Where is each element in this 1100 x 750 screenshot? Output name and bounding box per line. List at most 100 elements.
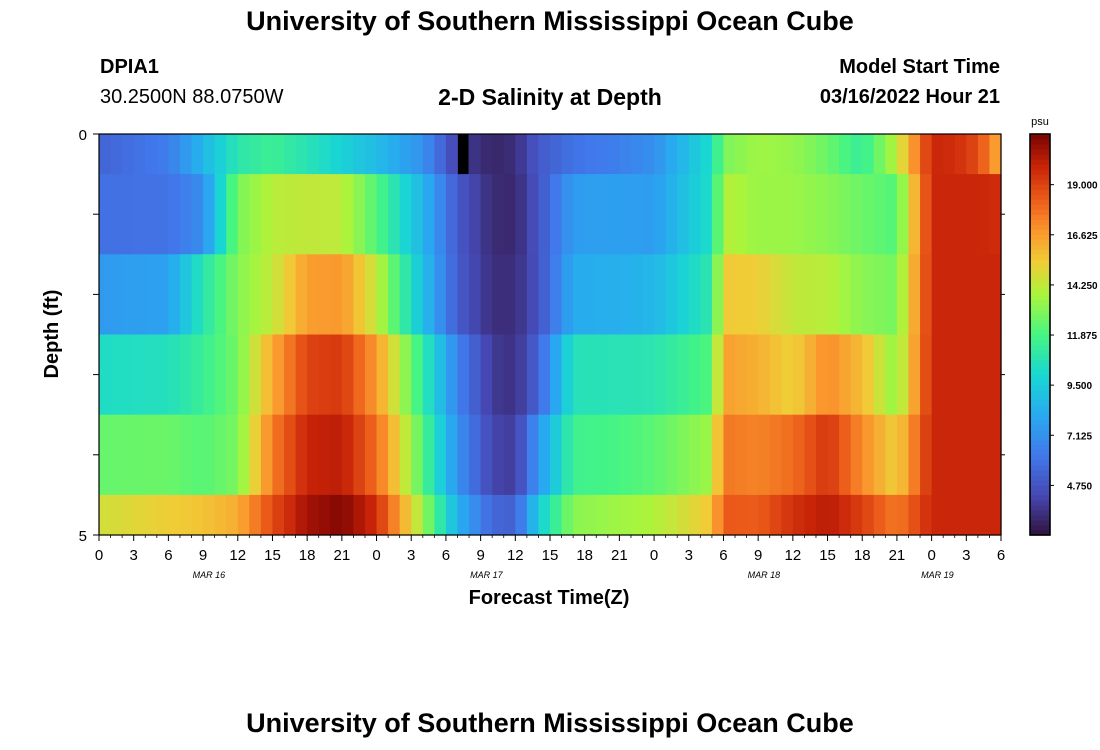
heatmap-cell — [688, 254, 701, 336]
colorbar-swatch — [1030, 339, 1050, 346]
chart-axes: 0 3 6 9 12 15 18 21 0 3 6 9 12 15 18 21 0 3 6 9 12 15 18 21 0 3 6 M… — [79, 127, 1006, 580]
heatmap-cell — [538, 134, 551, 175]
heatmap-cell — [735, 134, 748, 175]
heatmap-cell — [781, 254, 794, 336]
colorbar-swatch — [1030, 444, 1050, 451]
heatmap-cell — [469, 134, 482, 175]
heatmap-cell — [237, 174, 250, 255]
heatmap-cell — [688, 494, 701, 536]
heatmap-cell — [954, 414, 967, 496]
heatmap-cell — [850, 334, 863, 416]
heatmap-cell — [318, 414, 331, 496]
colorbar-unit: psu — [1031, 116, 1049, 128]
date-label: MAR 18 — [748, 570, 781, 580]
heatmap-cell — [758, 254, 771, 336]
heatmap-cell — [873, 414, 886, 496]
heatmap-cell — [862, 134, 875, 175]
colorbar-swatch — [1030, 134, 1050, 140]
heatmap-cell — [538, 334, 551, 416]
heatmap-cell — [642, 254, 655, 336]
heatmap-cell — [272, 174, 285, 255]
colorbar-swatch — [1030, 254, 1050, 260]
heatmap-cell — [746, 494, 759, 536]
heatmap-cell — [769, 414, 782, 496]
heatmap-cell — [596, 414, 609, 496]
colorbar-swatch — [1030, 439, 1050, 446]
x-tick-label: 15 — [542, 547, 559, 564]
heatmap-cell — [642, 414, 655, 496]
heatmap-cell — [422, 174, 435, 255]
heatmap-cell — [422, 414, 435, 496]
heatmap-cell — [526, 494, 540, 536]
heatmap-cell — [954, 334, 967, 416]
x-tick-label: 0 — [650, 547, 658, 564]
heatmap-cell — [908, 254, 921, 336]
heatmap-cell — [156, 414, 169, 496]
heatmap-cell — [307, 414, 320, 496]
colorbar-swatch — [1030, 159, 1050, 165]
heatmap-cell — [711, 254, 725, 336]
heatmap-cell — [399, 494, 412, 536]
colorbar-swatch — [1030, 344, 1050, 351]
heatmap-cell — [249, 414, 262, 496]
heatmap-cell — [515, 134, 528, 175]
heatmap-cell — [862, 174, 875, 255]
heatmap-cell — [411, 134, 424, 175]
heatmap-cell — [815, 134, 829, 175]
heatmap-cell — [723, 174, 736, 255]
colorbar-tick-label: 14.250 — [1067, 281, 1098, 292]
heatmap-cell — [920, 494, 933, 536]
heatmap-cell — [827, 334, 840, 416]
colorbar-swatch — [1030, 309, 1050, 316]
heatmap-cell — [943, 254, 956, 336]
heatmap-cell — [630, 494, 644, 536]
heatmap-cell — [492, 414, 505, 496]
heatmap-cell — [665, 174, 678, 255]
x-tick-label: 12 — [229, 547, 246, 564]
heatmap-cell — [249, 174, 262, 255]
heatmap-cell — [422, 494, 435, 536]
x-tick-label: 15 — [819, 547, 836, 564]
heatmap-cell — [168, 254, 181, 336]
colorbar-swatch — [1030, 374, 1050, 381]
colorbar-tick-label: 7.125 — [1067, 431, 1092, 442]
heatmap-cell — [492, 494, 505, 536]
heatmap-cell — [399, 334, 412, 416]
heatmap-cell — [226, 414, 239, 496]
heatmap-cell — [804, 134, 817, 175]
colorbar-swatch — [1030, 334, 1050, 341]
heatmap-cell — [364, 334, 378, 416]
heatmap-cell — [272, 494, 285, 536]
colorbar-swatch — [1030, 399, 1050, 406]
colorbar-swatch — [1030, 489, 1050, 496]
heatmap-cell — [145, 494, 158, 536]
heatmap-cell — [364, 414, 378, 496]
heatmap-cell — [376, 494, 389, 536]
heatmap-cell — [769, 174, 782, 255]
page-title: University of Southern Mississippi Ocean… — [246, 6, 854, 36]
colorbar-swatch — [1030, 294, 1050, 301]
heatmap-cell — [561, 334, 574, 416]
heatmap-cell — [341, 134, 355, 175]
heatmap-cell — [908, 334, 921, 416]
heatmap-cell — [677, 254, 690, 336]
heatmap-cell — [480, 174, 493, 255]
x-tick-label: 9 — [754, 547, 762, 564]
colorbar-tick-label: 19.000 — [1067, 181, 1098, 192]
heatmap-cell — [977, 174, 991, 255]
colorbar-swatch — [1030, 319, 1050, 326]
heatmap-cell — [191, 134, 204, 175]
heatmap-cell — [145, 254, 158, 336]
x-axis-label: Forecast Time(Z) — [469, 587, 630, 609]
heatmap-cell — [642, 494, 655, 536]
heatmap-cell — [203, 414, 216, 496]
x-tick-label: 12 — [507, 547, 524, 564]
heatmap-cell — [654, 254, 667, 336]
x-tick-label: 0 — [95, 547, 103, 564]
heatmap-cell — [607, 174, 620, 255]
heatmap-cell — [376, 414, 389, 496]
x-tick-label: 15 — [264, 547, 281, 564]
colorbar-swatch — [1030, 469, 1050, 476]
heatmap-cell — [827, 254, 840, 336]
heatmap-cell — [480, 414, 493, 496]
